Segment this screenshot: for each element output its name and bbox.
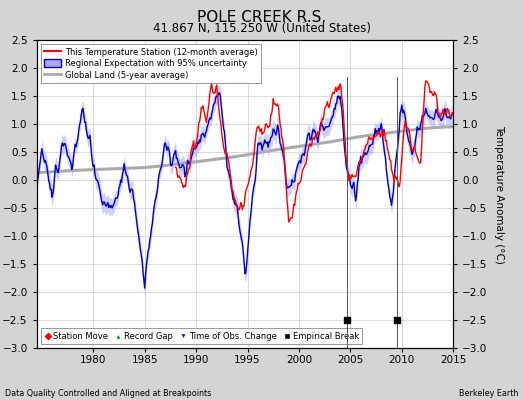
Text: 41.867 N, 115.250 W (United States): 41.867 N, 115.250 W (United States) — [153, 22, 371, 35]
Y-axis label: Temperature Anomaly (°C): Temperature Anomaly (°C) — [494, 124, 504, 264]
Legend: Station Move, Record Gap, Time of Obs. Change, Empirical Break: Station Move, Record Gap, Time of Obs. C… — [41, 328, 362, 344]
Text: Data Quality Controlled and Aligned at Breakpoints: Data Quality Controlled and Aligned at B… — [5, 389, 212, 398]
Text: POLE CREEK R.S.: POLE CREEK R.S. — [198, 10, 326, 25]
Text: Berkeley Earth: Berkeley Earth — [460, 389, 519, 398]
